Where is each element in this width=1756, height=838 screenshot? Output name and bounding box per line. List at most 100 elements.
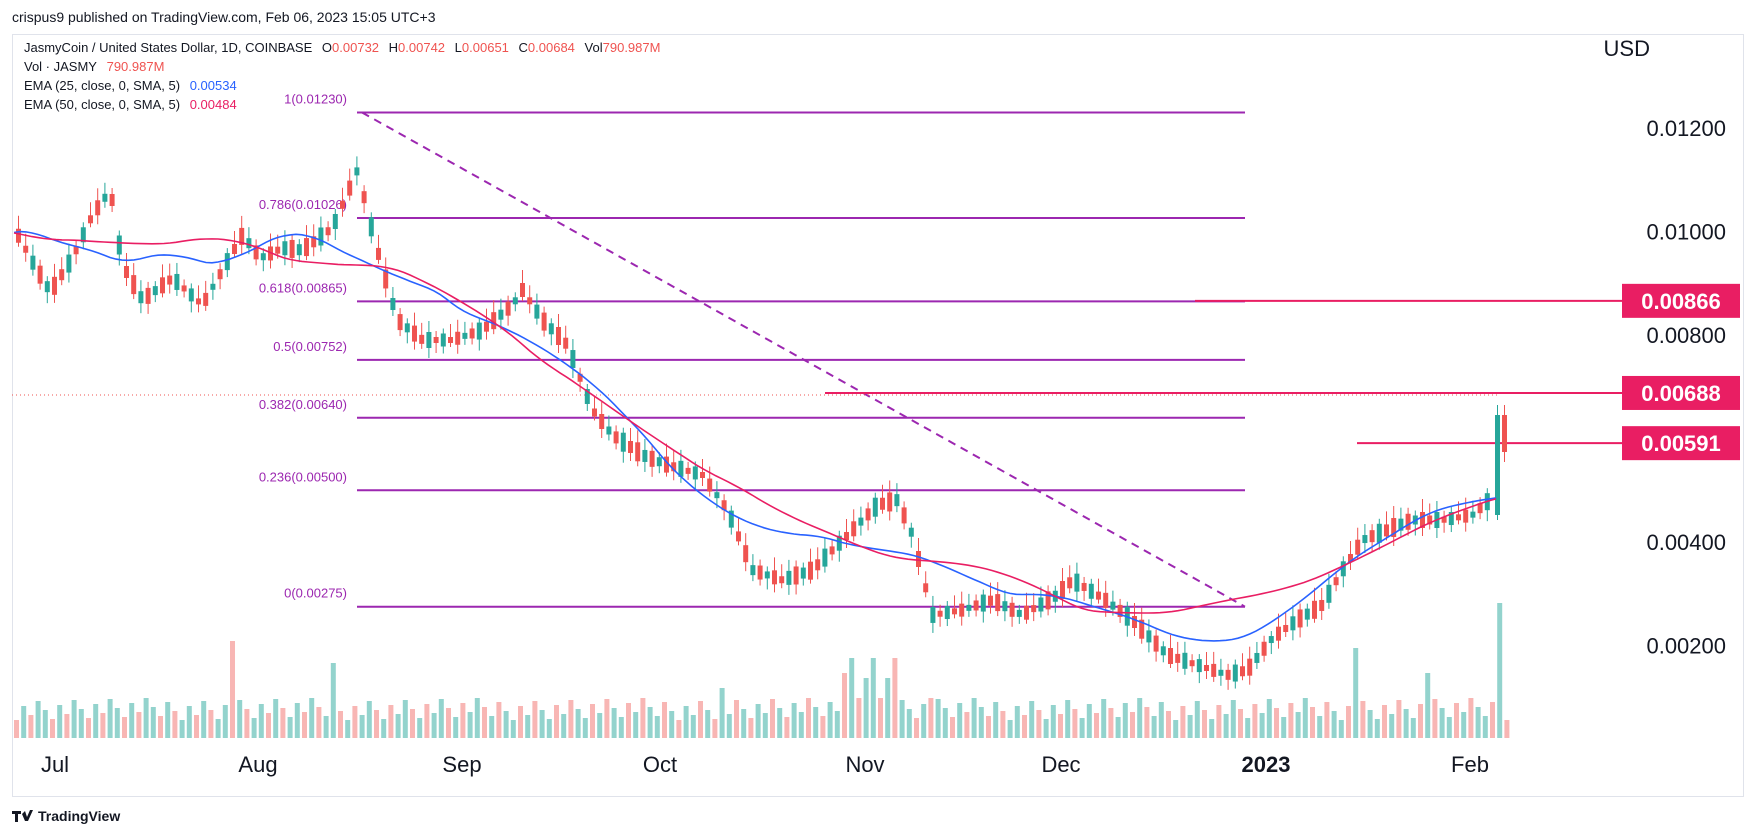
candle-body — [959, 603, 965, 617]
volume-bar — [575, 709, 581, 738]
candle-body — [916, 551, 921, 567]
candle-body — [815, 559, 821, 571]
fib-level-label: 0.236(0.00500) — [259, 469, 347, 484]
candle-body — [16, 228, 21, 243]
volume-bar — [1482, 716, 1488, 738]
volume-bar — [928, 698, 934, 738]
x-axis-tick: 2023 — [1242, 752, 1291, 777]
candle-body — [973, 600, 979, 611]
volume-bar — [1072, 709, 1078, 738]
fib-level-label: 0.382(0.00640) — [259, 397, 347, 412]
volume-bar — [57, 705, 63, 738]
candle-body — [88, 215, 93, 224]
candle-body — [210, 283, 216, 290]
candle-body — [714, 492, 720, 499]
candle-body — [1427, 515, 1433, 525]
volume-bar — [1094, 713, 1099, 738]
x-axis-tick: Feb — [1451, 752, 1489, 777]
volume-bar — [1137, 698, 1143, 738]
volume-bar — [1007, 720, 1013, 738]
legend-high-label: H — [388, 40, 399, 55]
candle-body — [872, 497, 878, 517]
price-badge-label: 0.00688 — [1641, 381, 1721, 406]
candle-body — [188, 288, 194, 302]
candle-body — [563, 337, 569, 349]
candle-body — [952, 608, 957, 615]
candle-body — [1247, 658, 1253, 676]
candle-body — [548, 323, 554, 335]
candle-body — [512, 297, 518, 305]
volume-bar — [568, 700, 574, 738]
y-axis-currency: USD — [1604, 36, 1650, 61]
volume-bar — [1338, 720, 1344, 738]
volume-bar — [849, 658, 855, 738]
candle-body — [498, 309, 504, 320]
volume-bar — [633, 712, 639, 738]
volume-bar — [1130, 712, 1135, 738]
candle-body — [52, 276, 57, 295]
volume-bar — [1101, 699, 1107, 738]
volume-bar — [474, 698, 480, 738]
x-axis-tick: Nov — [845, 752, 884, 777]
candle-body — [1290, 616, 1296, 631]
candle-body — [1333, 577, 1339, 586]
volume-bar — [597, 713, 603, 738]
candle-body — [923, 583, 929, 593]
candle-body — [1096, 591, 1101, 600]
candle-body — [606, 426, 612, 435]
volume-bar — [1202, 710, 1207, 738]
volume-bar — [1374, 719, 1380, 738]
volume-bar — [150, 707, 156, 738]
volume-bar — [870, 658, 876, 738]
ema25-line — [13, 230, 1497, 642]
volume-bar — [222, 705, 228, 738]
volume-bar — [244, 709, 250, 738]
candle-body — [505, 301, 511, 316]
candle-body — [1002, 601, 1008, 612]
volume-bar — [410, 709, 415, 738]
candle-body — [1448, 512, 1454, 526]
price-badge — [1622, 375, 1740, 410]
candle-body — [656, 457, 662, 467]
volume-bar — [899, 700, 905, 738]
candle-body — [1470, 511, 1476, 518]
volume-bar — [1403, 709, 1409, 738]
candle-body — [440, 333, 446, 347]
candle-body — [433, 337, 439, 343]
candle-body — [743, 545, 749, 563]
volume-bar — [784, 717, 790, 738]
candle-body — [779, 576, 785, 584]
volume-bar — [1166, 711, 1171, 738]
candle-body — [829, 546, 835, 555]
volume-bar — [323, 716, 329, 738]
volume-bar — [402, 700, 408, 738]
candle-body — [246, 238, 252, 249]
candle-body — [1204, 665, 1209, 671]
volume-bar — [1360, 701, 1366, 738]
candle-body — [1139, 619, 1145, 639]
volume-bar — [345, 720, 351, 738]
volume-bar — [1439, 708, 1445, 738]
legend-close-label: C — [518, 40, 528, 55]
volume-bar — [1230, 700, 1236, 738]
publisher-line: crispus9 published on TradingView.com, F… — [12, 9, 436, 25]
volume-bar — [525, 715, 531, 738]
legend-vol: 790.987M — [602, 40, 661, 55]
volume-bar — [647, 707, 653, 738]
volume-bar — [366, 701, 372, 738]
volume-bar — [237, 700, 243, 738]
candle-body — [203, 292, 209, 306]
volume-bar — [1022, 715, 1027, 738]
volume-bar — [1187, 715, 1193, 738]
volume-bar — [1115, 717, 1121, 738]
candle-body — [1117, 604, 1123, 617]
volume-bar — [676, 720, 682, 738]
legend-open-label: O — [321, 40, 333, 55]
candle-body — [1340, 561, 1346, 577]
legend-ema25-value: 0.00534 — [189, 78, 237, 93]
volume-bar — [1432, 699, 1438, 738]
volume-bar — [1079, 718, 1085, 738]
volume-bar — [1310, 707, 1315, 738]
candle-body — [455, 331, 461, 345]
